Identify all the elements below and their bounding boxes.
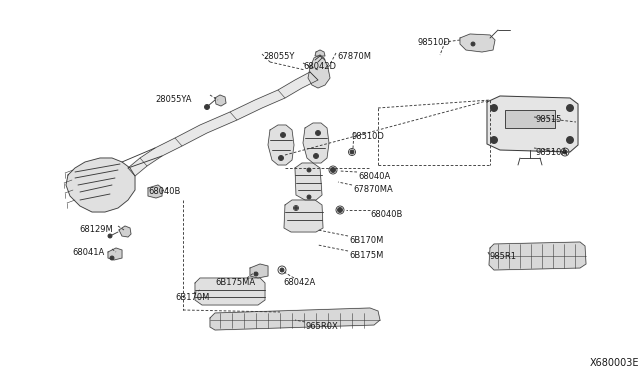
- Polygon shape: [284, 200, 323, 232]
- Text: 985R1: 985R1: [490, 252, 517, 261]
- Text: 68042A: 68042A: [283, 278, 316, 287]
- Polygon shape: [295, 163, 322, 200]
- Text: 98510D: 98510D: [352, 132, 385, 141]
- Polygon shape: [210, 308, 380, 330]
- Circle shape: [307, 195, 311, 199]
- Circle shape: [471, 42, 475, 46]
- Text: 98510D: 98510D: [418, 38, 451, 47]
- Circle shape: [280, 268, 284, 272]
- Polygon shape: [315, 50, 325, 56]
- Circle shape: [307, 168, 311, 172]
- Text: 67870MA: 67870MA: [353, 185, 393, 194]
- Text: 98515: 98515: [535, 115, 561, 124]
- Circle shape: [330, 167, 335, 173]
- Text: 965R0X: 965R0X: [305, 322, 338, 331]
- Circle shape: [566, 137, 573, 144]
- Polygon shape: [460, 34, 495, 52]
- Circle shape: [490, 105, 497, 112]
- Polygon shape: [308, 55, 330, 88]
- Text: 28055YA: 28055YA: [155, 95, 191, 104]
- Text: 68041A: 68041A: [72, 248, 104, 257]
- Text: 68040B: 68040B: [370, 210, 403, 219]
- Text: 6B170M: 6B170M: [349, 236, 383, 245]
- Polygon shape: [489, 242, 586, 270]
- Polygon shape: [148, 185, 162, 198]
- Text: 68040A: 68040A: [358, 172, 390, 181]
- Text: 28055Y: 28055Y: [263, 52, 294, 61]
- Circle shape: [280, 132, 285, 138]
- Polygon shape: [195, 278, 265, 305]
- Circle shape: [563, 150, 567, 154]
- Circle shape: [278, 155, 284, 160]
- Text: X680003E: X680003E: [590, 358, 639, 368]
- Polygon shape: [66, 158, 135, 212]
- Polygon shape: [303, 123, 329, 163]
- Text: 98510A: 98510A: [535, 148, 567, 157]
- Polygon shape: [119, 226, 131, 237]
- Circle shape: [294, 206, 298, 209]
- Text: 6B170M: 6B170M: [175, 293, 209, 302]
- Circle shape: [254, 272, 258, 276]
- Text: 68042D: 68042D: [303, 62, 336, 71]
- Circle shape: [350, 150, 354, 154]
- Polygon shape: [215, 95, 226, 106]
- Circle shape: [490, 137, 497, 144]
- Polygon shape: [487, 96, 578, 152]
- Polygon shape: [108, 248, 122, 260]
- Circle shape: [314, 154, 319, 158]
- Text: 6B175MA: 6B175MA: [215, 278, 255, 287]
- Polygon shape: [128, 72, 318, 176]
- Polygon shape: [250, 264, 268, 278]
- Circle shape: [110, 256, 114, 260]
- Text: 68040B: 68040B: [148, 187, 180, 196]
- Circle shape: [566, 105, 573, 112]
- Text: 67870M: 67870M: [337, 52, 371, 61]
- Circle shape: [337, 208, 342, 212]
- Text: 68129M: 68129M: [79, 225, 113, 234]
- Text: 6B175M: 6B175M: [349, 251, 383, 260]
- Circle shape: [108, 234, 112, 238]
- Polygon shape: [268, 125, 294, 165]
- Circle shape: [205, 105, 209, 109]
- Bar: [505, 110, 555, 128]
- Circle shape: [316, 131, 321, 135]
